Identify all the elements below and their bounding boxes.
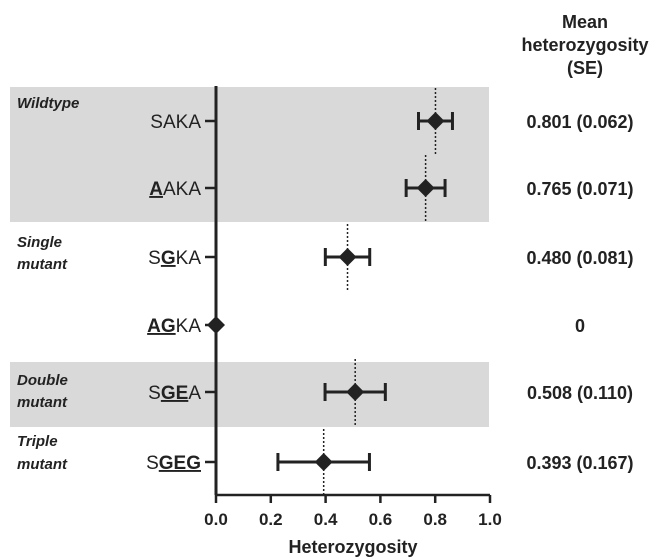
- group-label: Double: [17, 372, 68, 389]
- value-label: 0: [575, 316, 585, 336]
- x-tick-label: 0.0: [204, 510, 228, 529]
- mean-marker: [314, 453, 333, 471]
- group-label: Triple: [17, 433, 58, 450]
- mean-marker: [338, 248, 357, 266]
- mean-marker: [207, 316, 225, 334]
- row-label: SGEA: [148, 383, 201, 404]
- value-label: 0.801 (0.062): [526, 112, 633, 132]
- mean-marker: [416, 179, 435, 197]
- x-tick-label: 1.0: [478, 510, 502, 529]
- group-label: mutant: [17, 394, 68, 411]
- row-label: SGKA: [148, 248, 201, 269]
- group-band: [10, 87, 489, 222]
- group-label: mutant: [17, 256, 68, 273]
- value-label: 0.508 (0.110): [527, 383, 633, 403]
- row-label: SGEG: [146, 453, 201, 474]
- mean-marker: [426, 112, 445, 130]
- row-label: AAKA: [149, 179, 201, 200]
- row-label: AGKA: [147, 316, 201, 337]
- x-axis-title: Heterozygosity: [288, 537, 417, 557]
- value-label: 0.393 (0.167): [526, 453, 633, 473]
- column-header-line: heterozygosity: [521, 35, 648, 55]
- group-band: [10, 362, 489, 427]
- x-tick-label: 0.4: [314, 510, 338, 529]
- x-tick-label: 0.6: [369, 510, 393, 529]
- value-label: 0.765 (0.071): [526, 179, 633, 199]
- column-header-line: Mean: [562, 12, 608, 32]
- row-label: SAKA: [150, 112, 201, 133]
- x-tick-label: 0.8: [423, 510, 447, 529]
- group-label: Single: [17, 234, 62, 251]
- mean-marker: [346, 383, 365, 401]
- group-label: mutant: [17, 456, 68, 473]
- column-header-line: (SE): [567, 58, 603, 78]
- value-label: 0.480 (0.081): [526, 248, 633, 268]
- x-tick-label: 0.2: [259, 510, 283, 529]
- group-label: Wildtype: [17, 95, 79, 112]
